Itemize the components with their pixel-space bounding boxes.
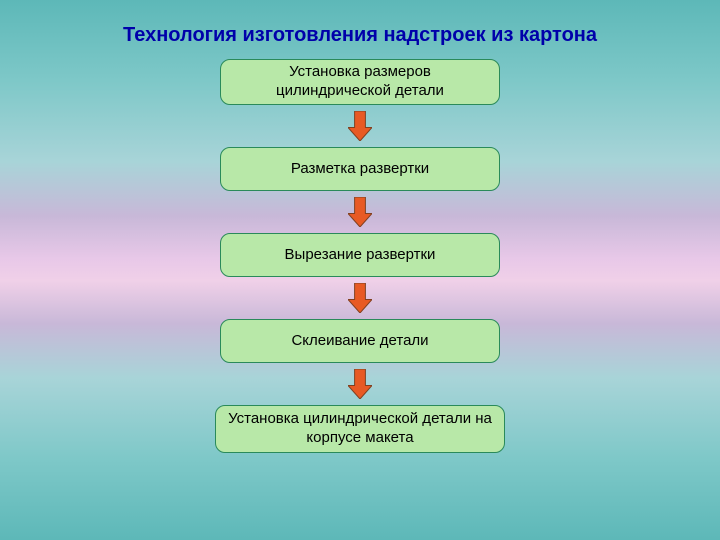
flowchart: Установка размеров цилиндрической детали… <box>0 59 720 453</box>
flow-step: Склеивание детали <box>220 319 500 363</box>
flow-step: Установка цилиндрической детали на корпу… <box>215 405 505 453</box>
arrow-down-icon <box>348 111 372 141</box>
page-title: Технология изготовления надстроек из кар… <box>0 0 720 47</box>
arrow-down-icon <box>348 369 372 399</box>
arrow-down-icon <box>348 283 372 313</box>
flow-step: Установка размеров цилиндрической детали <box>220 59 500 105</box>
flow-step: Вырезание развертки <box>220 233 500 277</box>
flow-step: Разметка развертки <box>220 147 500 191</box>
arrow-down-icon <box>348 197 372 227</box>
